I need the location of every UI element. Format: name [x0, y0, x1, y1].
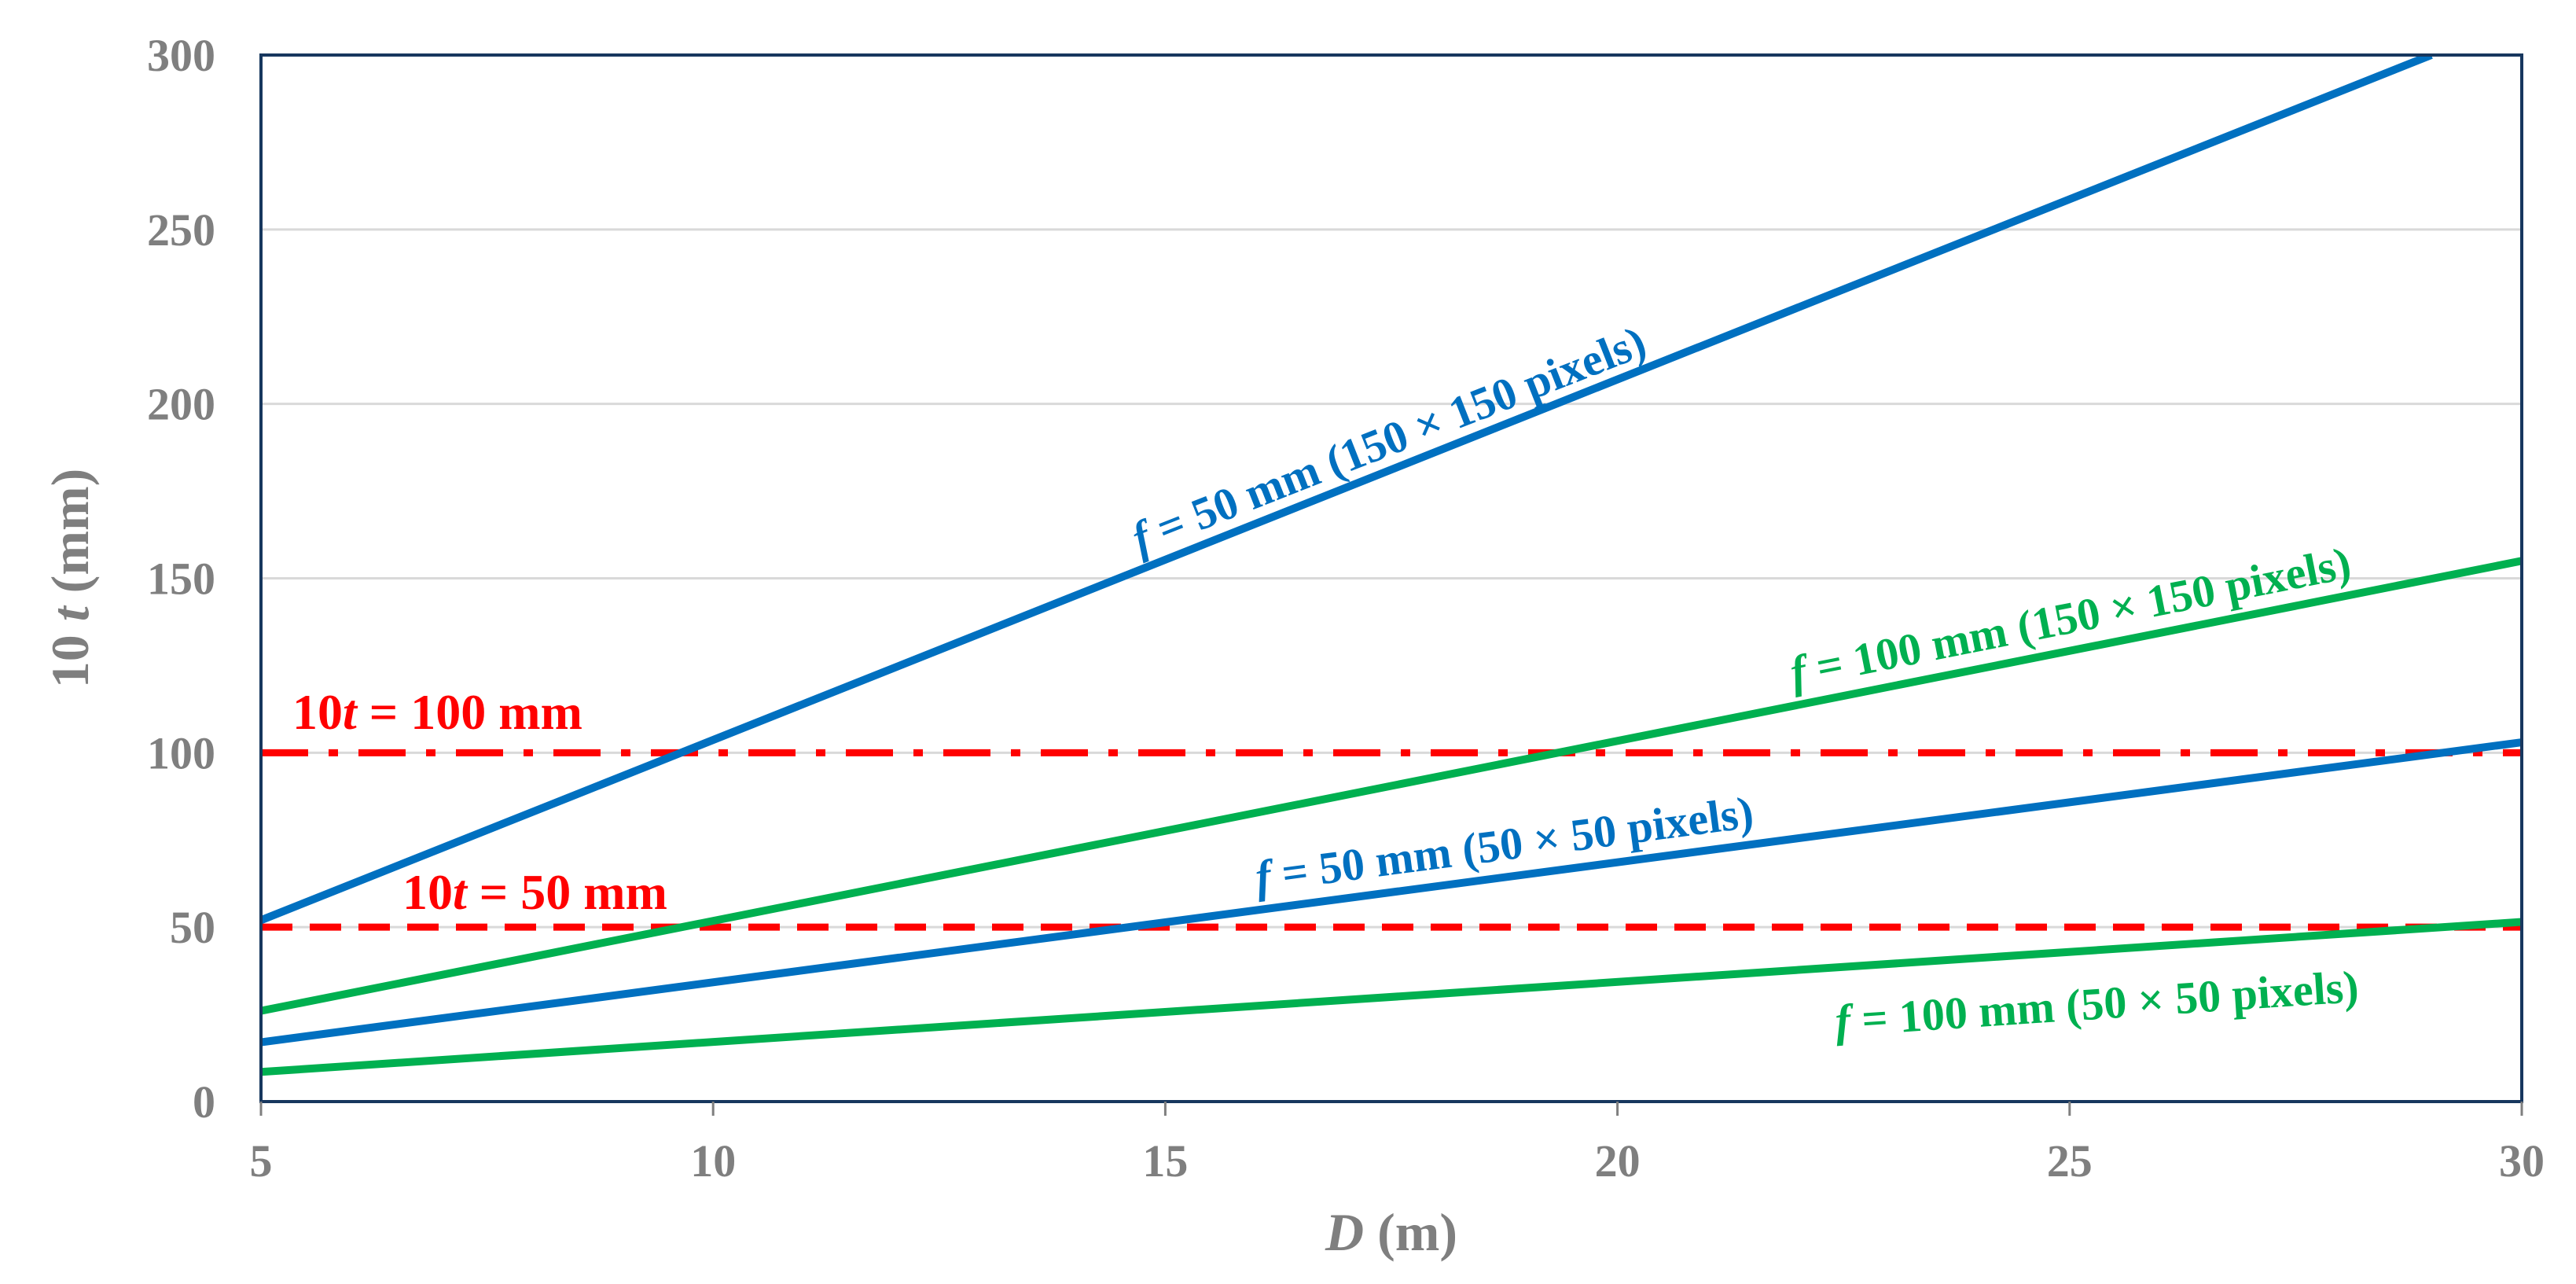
y-tick-label: 100 — [147, 727, 215, 778]
reference-lines — [261, 749, 2522, 931]
x-tick-labels: 5 10 15 20 25 30 — [250, 1102, 2545, 1187]
series-label-3: f = 100 mm (50 × 50 pixels) — [1834, 961, 2361, 1047]
series-line-1 — [261, 557, 2522, 1015]
y-tick-label: 200 — [147, 379, 215, 430]
y-tick-label: 250 — [147, 204, 215, 256]
x-tick-label: 30 — [2499, 1135, 2545, 1187]
series-line-0 — [261, 55, 2433, 924]
x-tick-label: 15 — [1142, 1135, 1188, 1187]
series-label-1: f = 100 mm (150 × 150 pixels) — [1786, 537, 2355, 698]
x-tick-label: 10 — [690, 1135, 736, 1187]
y-tick-labels: 0 50 100 150 200 250 300 — [147, 30, 215, 1128]
x-axis-title: D (m) — [1325, 1202, 1457, 1262]
x-tick-label: 5 — [250, 1135, 273, 1187]
reference-label-50: 10t = 50 mm — [402, 864, 667, 920]
y-tick-label: 300 — [147, 30, 215, 81]
y-tick-label: 50 — [170, 902, 215, 953]
reference-label-100: 10t = 100 mm — [292, 684, 582, 740]
y-tick-label: 150 — [147, 554, 215, 605]
y-tick-label: 0 — [193, 1076, 215, 1128]
series-label-2: f = 50 mm (50 × 50 pixels) — [1252, 786, 1756, 903]
y-axis-title: 10 t (mm) — [40, 469, 100, 688]
annotations: f = 50 mm (150 × 150 pixels) f = 100 mm (… — [292, 316, 2360, 1047]
series-line-2 — [261, 738, 2522, 1047]
x-tick-label: 20 — [1595, 1135, 1641, 1187]
x-tick-label: 25 — [2047, 1135, 2093, 1187]
series-lines — [261, 55, 2522, 1076]
series-line-3 — [261, 918, 2522, 1076]
plot-frame — [259, 53, 2523, 1103]
series-label-0: f = 50 mm (150 × 150 pixels) — [1125, 316, 1652, 565]
